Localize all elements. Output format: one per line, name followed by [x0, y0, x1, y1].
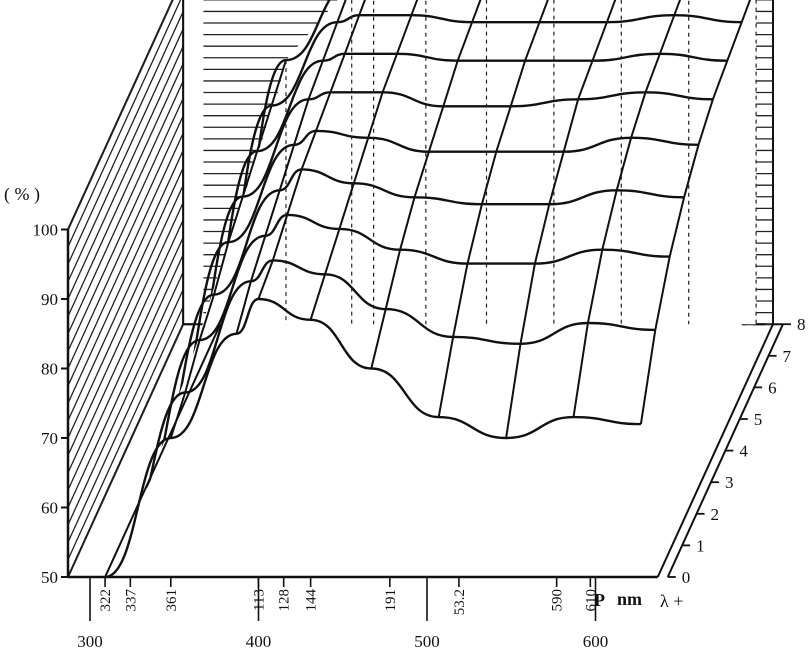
- left-wall-hatch: [67, 323, 184, 578]
- x-major-tick-label: 400: [246, 632, 272, 651]
- surface-series-line: [104, 297, 641, 579]
- z-tick-label: 3: [725, 473, 734, 492]
- left-wall-hatch: [67, 63, 184, 317]
- left-wall-hatch: [67, 80, 184, 335]
- surface-rib-line: [235, 0, 347, 335]
- z-tick-label: 8: [797, 315, 806, 334]
- left-wall-hatch: [67, 0, 182, 248]
- x-peak-label: 590: [550, 589, 566, 612]
- left-wall-hatch: [67, 150, 184, 404]
- left-wall-hatch: [67, 45, 184, 300]
- z-tick-label: 4: [739, 442, 748, 461]
- left-wall-hatch: [67, 132, 184, 387]
- x-peak-label: 128: [277, 589, 293, 612]
- y-tick-label: 80: [41, 360, 58, 379]
- surface-series-line: [219, 0, 331, 326]
- x-peak-label: 53.2: [452, 589, 468, 615]
- y-tick-label: 50: [41, 568, 58, 587]
- surface-rib-line: [572, 0, 682, 418]
- surface-rib-line: [370, 0, 482, 369]
- surface-slice-fill: [105, 299, 641, 577]
- y-tick-label: 60: [41, 499, 58, 518]
- x-major-tick-label: 600: [583, 632, 609, 651]
- y-tick-label: 70: [41, 429, 58, 448]
- left-wall-hatch: [67, 184, 184, 439]
- z-tick-label: 1: [696, 536, 705, 555]
- left-wall-hatch: [67, 202, 184, 456]
- surface-rib-line: [505, 0, 617, 439]
- left-wall-hatch: [67, 271, 184, 526]
- left-wall-hatch: [67, 289, 184, 543]
- left-wall-hatch: [67, 0, 174, 230]
- left-wall-hatch: [67, 167, 184, 421]
- surface-rib-line: [437, 0, 549, 418]
- left-wall-hatch: [67, 115, 184, 369]
- z-tick-label: 6: [768, 378, 777, 397]
- x-peak-label: 337: [123, 589, 139, 612]
- x-major-tick-label: 300: [77, 632, 103, 651]
- left-wall-hatch: [67, 237, 184, 491]
- x-peak-label: 610: [583, 589, 599, 612]
- left-wall-hatch: [67, 28, 184, 282]
- z-tick-label: 7: [783, 347, 792, 366]
- x-peak-label: 144: [304, 589, 320, 612]
- z-tick-label: 2: [711, 505, 720, 524]
- left-wall-hatch: [67, 254, 184, 508]
- x-peak-label: 361: [164, 589, 180, 612]
- left-wall-hatch: [67, 98, 184, 352]
- surface-rib-line: [257, 0, 366, 300]
- surface-rib-line: [309, 0, 419, 321]
- x-major-tick-label: 500: [414, 632, 440, 651]
- left-wall-hatch: [67, 306, 184, 560]
- z-tick-label: 5: [754, 410, 763, 429]
- y-axis-unit-label: ( % ): [4, 184, 40, 205]
- surface-rib-line: [169, 59, 287, 439]
- x-peak-label: 113: [251, 589, 267, 611]
- surface-rib-line: [639, 0, 752, 425]
- x-peak-label: 322: [98, 589, 114, 612]
- z-axis-unit-label-2: λ +: [660, 591, 683, 611]
- floor-right-edge: [656, 323, 774, 578]
- z-axis-unit-label: P: [594, 590, 605, 610]
- y-tick-label: 90: [41, 290, 58, 309]
- x-axis-unit-label: nm: [617, 589, 642, 609]
- left-wall-hatch: [67, 11, 184, 265]
- left-wall-hatch: [67, 219, 184, 474]
- surface-rib-line: [104, 323, 222, 578]
- x-peak-label: 191: [383, 589, 399, 612]
- y-tick-label: 100: [33, 221, 59, 240]
- z-tick-label: 0: [682, 568, 691, 587]
